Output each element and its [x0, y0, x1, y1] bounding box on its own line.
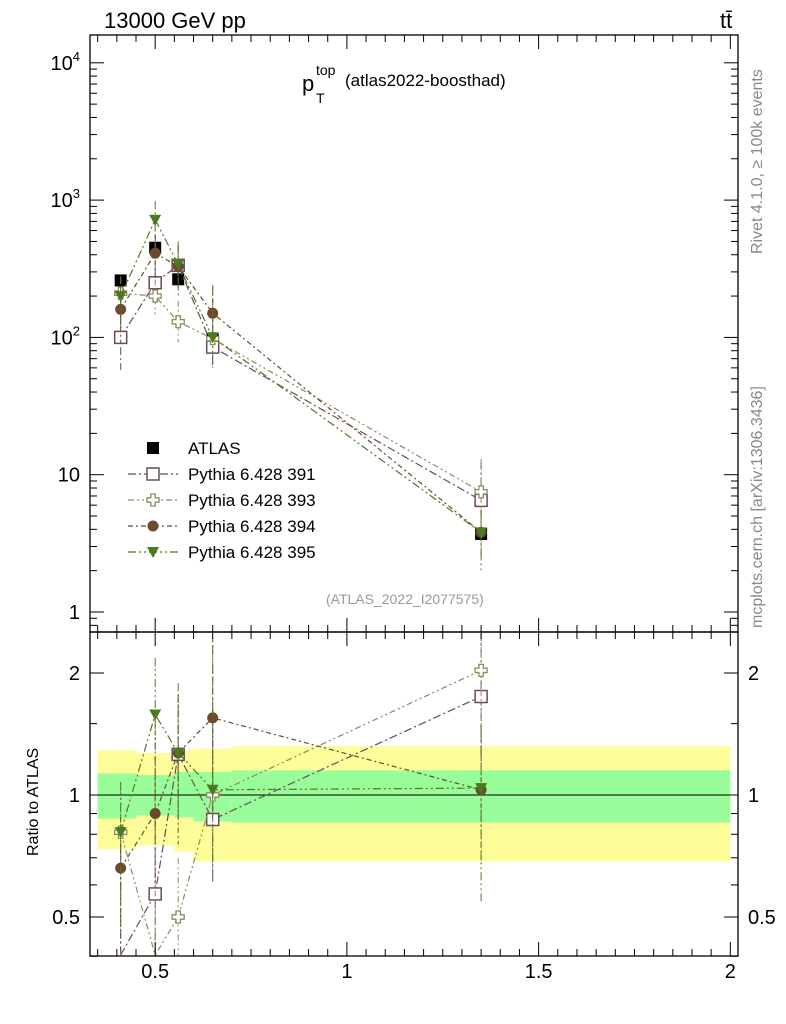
- tick-exp: 3: [73, 186, 80, 201]
- ratio-y-tick-label: 1: [69, 785, 80, 807]
- data-point: [172, 259, 185, 271]
- ratio-y-label: Ratio to ATLAS: [25, 748, 42, 856]
- data-point: [171, 315, 185, 329]
- ratio-y-tick-label: 2: [69, 663, 80, 685]
- legend-label: ATLAS: [188, 439, 241, 458]
- title-sub: T: [316, 90, 325, 106]
- tick-base: 10: [51, 53, 73, 75]
- ratio-point: [207, 712, 219, 724]
- main-series-layer: [113, 201, 488, 571]
- ratio-y-tick-label-right: 1: [748, 785, 759, 807]
- x-tick-label: 1.5: [525, 961, 553, 983]
- ratio-point: [474, 663, 488, 678]
- y-tick-label: 104: [51, 49, 80, 75]
- ratio-panel: 0.5 0.5 1 1 2 2 0.5 1 1.5 2 Ratio to ATLAS: [25, 631, 776, 983]
- ratio-y-tick-label: 0.5: [52, 907, 80, 929]
- legend-marker: [146, 493, 160, 507]
- ratio-point: [149, 808, 161, 820]
- main-title: p top T (atlas2022-boosthad): [302, 62, 506, 106]
- legend-marker: [147, 547, 159, 558]
- ratio-frame: [89, 631, 739, 957]
- tick-exp: 4: [73, 49, 80, 64]
- legend-entry: Pythia 6.428 393: [128, 491, 316, 510]
- ratio-point: [475, 783, 488, 795]
- ratio-point: [171, 910, 185, 924]
- tick-exp: 2: [73, 323, 80, 338]
- y-tick-label: 1: [69, 602, 80, 624]
- data-point: [206, 332, 219, 344]
- series-4: [114, 201, 488, 571]
- ratio-point: [114, 827, 127, 839]
- x-tick-label: 0.5: [141, 961, 169, 983]
- data-point: [475, 527, 488, 539]
- band-inner: [97, 773, 137, 819]
- title-sup: top: [316, 62, 336, 78]
- side-label-top: Rivet 4.1.0, ≥ 100k events: [749, 69, 766, 254]
- data-point: [114, 291, 127, 303]
- x-tick-label: 2: [725, 961, 736, 983]
- side-label-bottom: mcplots.cern.ch [arXiv:1306.3436]: [749, 386, 766, 628]
- legend-marker: [146, 467, 160, 481]
- legend-entry: Pythia 6.428 395: [128, 543, 316, 562]
- series-line: [120, 292, 482, 493]
- legend: ATLAS Pythia 6.428 391 Pythia 6.428 393 Pyt…: [128, 439, 316, 562]
- ratio-series-3: [114, 644, 488, 932]
- energy-label: 13000 GeV pp: [104, 8, 246, 33]
- legend-entry: ATLAS: [147, 439, 241, 458]
- ratio-point: [149, 709, 162, 721]
- ratio-point: [172, 747, 185, 759]
- title-p: p: [302, 71, 314, 96]
- legend-label: Pythia 6.428 391: [188, 465, 316, 484]
- watermark: (ATLAS_2022_I2077575): [326, 591, 484, 607]
- y-tick-label: 10: [58, 465, 80, 487]
- data-point: [149, 247, 161, 259]
- legend-marker: [147, 520, 159, 532]
- legend-marker: [147, 442, 159, 454]
- data-point: [148, 289, 162, 303]
- x-tick-label: 1: [341, 961, 352, 983]
- ratio-y-tick-label-right: 2: [748, 663, 759, 685]
- ratio-line: [120, 717, 482, 869]
- legend-label: Pythia 6.428 394: [188, 517, 316, 536]
- legend-entry: Pythia 6.428 394: [128, 517, 316, 536]
- legend-label: Pythia 6.428 395: [188, 543, 316, 562]
- data-point: [149, 214, 162, 226]
- legend-label: Pythia 6.428 393: [188, 491, 316, 510]
- ratio-bands: [97, 746, 731, 862]
- process-label: tt̄: [720, 8, 732, 33]
- tick-base: 10: [51, 190, 73, 212]
- ratio-series-layer: [114, 633, 488, 957]
- ratio-point: [206, 784, 219, 796]
- ratio-y-tick-label-right: 0.5: [748, 907, 776, 929]
- title-tail: (atlas2022-boosthad): [345, 71, 506, 90]
- ratio-ticks: 0.5 0.5 1 1 2 2 0.5 1 1.5 2: [52, 632, 776, 983]
- legend-entry: Pythia 6.428 391: [128, 465, 316, 484]
- tick-base: 10: [51, 327, 73, 349]
- y-tick-label: 103: [51, 186, 80, 212]
- series-line: [120, 264, 482, 501]
- data-point: [474, 485, 488, 499]
- y-tick-label: 102: [51, 323, 80, 349]
